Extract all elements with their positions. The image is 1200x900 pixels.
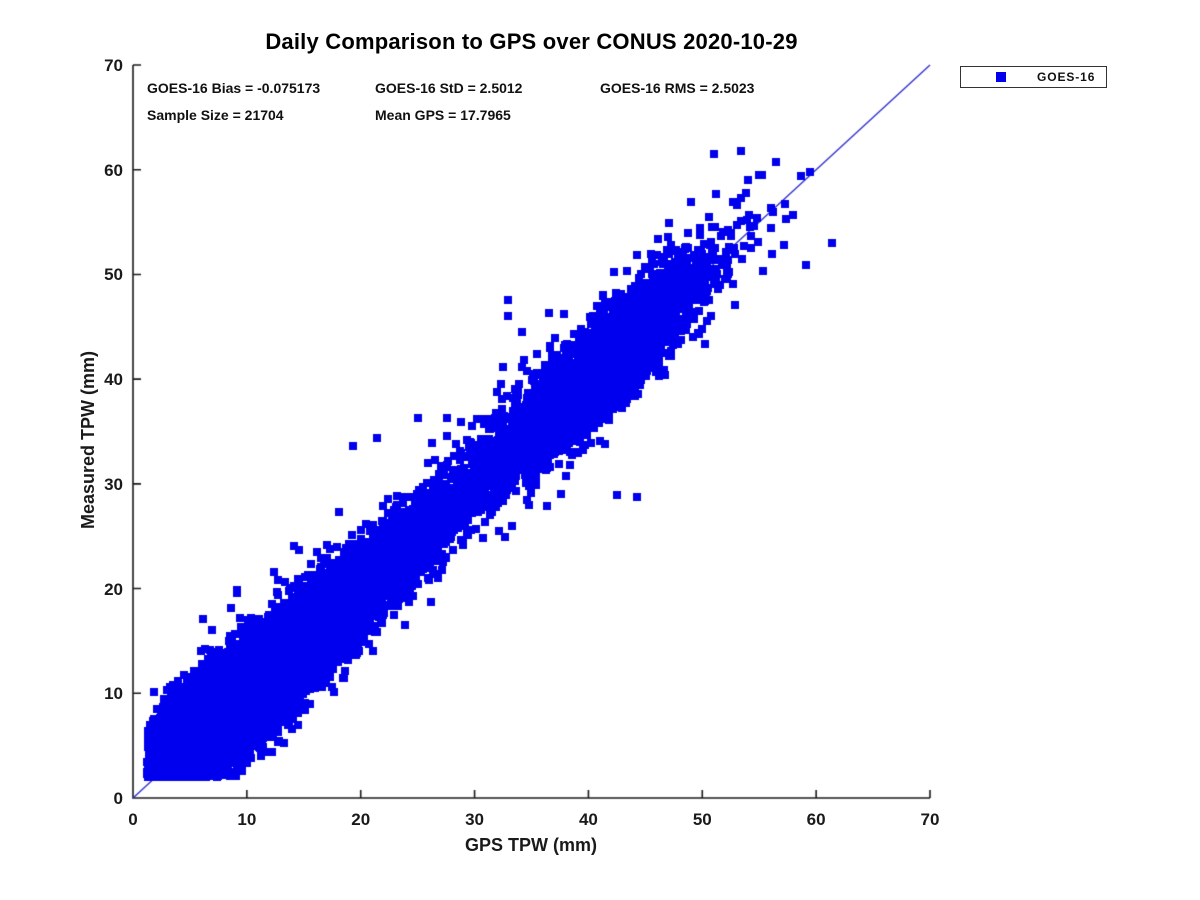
y-tick-label-20: 20 bbox=[104, 579, 123, 599]
y-axis-label: Measured TPW (mm) bbox=[78, 350, 98, 530]
chart-title: Daily Comparison to GPS over CONUS 2020-… bbox=[265, 29, 798, 54]
legend-marker-goes16-icon bbox=[996, 72, 1006, 82]
y-tick-label-70: 70 bbox=[104, 56, 123, 75]
stat-sample-size: Sample Size = 21704 bbox=[147, 107, 284, 123]
x-tick-label-70: 70 bbox=[920, 810, 940, 829]
stat-bias: GOES-16 Bias = -0.075173 bbox=[147, 80, 321, 96]
legend: GOES-16 bbox=[960, 66, 1107, 88]
legend-label-goes16: GOES-16 bbox=[1037, 70, 1096, 84]
x-tick-label-10: 10 bbox=[237, 810, 257, 829]
stat-rms: GOES-16 RMS = 2.5023 bbox=[600, 80, 755, 96]
stat-std: GOES-16 StD = 2.5012 bbox=[375, 80, 523, 96]
y-tick-label-50: 50 bbox=[104, 265, 123, 285]
x-tick-label-50: 50 bbox=[692, 810, 712, 829]
x-tick-label-40: 40 bbox=[578, 810, 598, 829]
x-tick-label-30: 30 bbox=[465, 810, 485, 829]
x-axis-label: GPS TPW (mm) bbox=[464, 835, 597, 855]
y-tick-label-30: 30 bbox=[104, 474, 123, 494]
y-tick-label-0: 0 bbox=[113, 789, 123, 808]
stat-mean-gps: Mean GPS = 17.7965 bbox=[375, 107, 511, 123]
x-tick-label-20: 20 bbox=[351, 810, 371, 829]
y-tick-label-40: 40 bbox=[104, 370, 123, 390]
y-tick-label-60: 60 bbox=[104, 160, 123, 180]
x-tick-label-0: 0 bbox=[128, 810, 138, 829]
x-tick-label-60: 60 bbox=[806, 810, 826, 829]
y-tick-label-10: 10 bbox=[104, 684, 123, 704]
